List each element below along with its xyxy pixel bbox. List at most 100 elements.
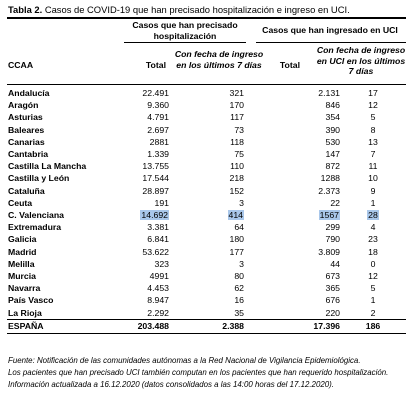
hospitalized-total: 4.453	[147, 283, 169, 294]
uci-last-7-days: 18	[368, 246, 378, 257]
region-name: La Rioja	[8, 307, 42, 318]
uci-total: 530	[325, 136, 341, 147]
hospitalized-total: 1.339	[147, 149, 169, 160]
hospitalized-last-7-days: 321	[229, 88, 245, 98]
header-recent-hospitalization: Con fecha de ingreso en los últimos 7 dí…	[174, 49, 264, 70]
table-row: Cataluña 28.897 152 2.373 9	[7, 185, 406, 197]
hospitalized-total: 17.544	[142, 173, 169, 184]
uci-total: 676	[325, 295, 341, 306]
region-name: Cataluña	[8, 185, 45, 196]
region-name: Murcia	[8, 271, 37, 282]
hospitalized-total: 2.697	[147, 124, 169, 135]
uci-last-7-days: 1	[370, 295, 376, 306]
hospitalized-last-7-days: 16	[234, 295, 244, 306]
hospitalized-last-7-days: 414	[169, 209, 244, 221]
hospitalized-last-7-days: 35	[234, 307, 244, 318]
region-name: Melilla	[8, 258, 35, 269]
uci-total: 1567	[244, 209, 340, 221]
uci-last-7-days: 9	[370, 185, 376, 196]
uci-total: 390	[325, 124, 341, 135]
header-total-uci: Total	[279, 60, 300, 70]
footnote-update: Información actualizada a 16.12.2020 (da…	[8, 380, 334, 389]
uci-last-7-days: 5	[370, 112, 376, 123]
hospitalized-total: 4991	[149, 271, 169, 282]
region-name: Baleares	[8, 124, 45, 135]
uci-total: 44	[330, 258, 340, 269]
uci-last-7-days: 7	[370, 149, 376, 160]
uci-total: 872	[325, 161, 341, 172]
uci-last-7-days: 4	[370, 222, 376, 233]
table-row: Canarias 2881 118 530 13	[7, 136, 406, 148]
hospitalized-total: 6.841	[147, 234, 169, 245]
uci-last-7-days: 10	[368, 173, 378, 184]
header-recent-uci: Con fecha de ingreso en UCI en los últim…	[316, 45, 406, 76]
region-name: Aragón	[8, 100, 39, 111]
hospitalized-total: 9.360	[147, 100, 169, 111]
hospitalized-last-7-days: 2.388	[169, 318, 244, 334]
region-name: Canarias	[8, 136, 45, 147]
table-row: La Rioja 2.292 35 220 2	[7, 307, 406, 320]
hospitalized-last-7-days: 170	[229, 100, 245, 111]
covid-table: Andalucía 22.491 321 2.131 17 Aragón 9.360 170 8…	[7, 87, 406, 334]
uci-last-7-days: 17	[368, 88, 378, 98]
table-row: Castilla La Mancha 13.755 110 872 11	[7, 160, 406, 172]
group-underline-hospitalization	[124, 42, 246, 43]
hospitalized-total: 53.622	[142, 246, 169, 257]
uci-last-7-days: 0	[370, 258, 376, 269]
hospitalized-last-7-days: 64	[234, 222, 244, 233]
table-caption: Tabla 2. Casos de COVID-19 que han preci…	[8, 4, 350, 15]
uci-total: 790	[325, 234, 341, 245]
hospitalized-last-7-days: 3	[239, 258, 244, 269]
region-name: Castilla La Mancha	[8, 161, 87, 172]
table-row: Cantabria 1.339 75 147 7	[7, 148, 406, 160]
caption-text: Casos de COVID-19 que han precisado hosp…	[42, 4, 350, 15]
hospitalized-total: 4.791	[147, 112, 169, 123]
uci-total: 220	[325, 307, 341, 318]
region-name: Castilla y León	[8, 173, 70, 184]
region-name: Madrid	[8, 246, 37, 257]
uci-last-7-days: 23	[368, 234, 378, 245]
table-row: Asturias 4.791 117 354 5	[7, 111, 406, 123]
region-name: Asturias	[8, 112, 43, 123]
group-underline-uci	[256, 42, 406, 43]
table-total-row: ESPAÑA 203.488 2.388 17.396 186	[7, 318, 406, 334]
uci-last-7-days: 2	[370, 307, 376, 318]
region-name: Andalucía	[8, 88, 50, 98]
hospitalized-total: 191	[154, 197, 170, 208]
uci-total: 2.373	[318, 185, 340, 196]
region-name: ESPAÑA	[7, 318, 115, 334]
uci-total: 17.396	[244, 318, 340, 334]
hospitalized-last-7-days: 3	[239, 197, 244, 208]
hospitalized-total: 203.488	[115, 318, 169, 334]
uci-last-7-days: 12	[368, 100, 378, 111]
uci-total: 673	[325, 271, 341, 282]
uci-last-7-days: 12	[368, 271, 378, 282]
table-row: Extremadura 3.381 64 299 4	[7, 221, 406, 233]
hospitalized-total: 13.755	[142, 161, 169, 172]
hospitalized-total: 28.897	[142, 185, 169, 196]
table-row: Castilla y León 17.544 218 1288 10	[7, 172, 406, 184]
header-ccaa: CCAA	[8, 60, 34, 70]
uci-last-7-days: 5	[370, 283, 376, 294]
table-row: Madrid 53.622 177 3.809 18	[7, 246, 406, 258]
hospitalized-total: 2.292	[147, 307, 169, 318]
uci-total: 299	[325, 222, 341, 233]
table-row: Galicia 6.841 180 790 23	[7, 233, 406, 245]
caption-label: Tabla 2.	[8, 4, 43, 15]
hospitalized-last-7-days: 180	[229, 234, 245, 245]
uci-last-7-days: 1	[370, 197, 376, 208]
region-name: Navarra	[8, 283, 41, 294]
region-name: Extremadura	[8, 222, 62, 233]
highlighted-value: 1567	[318, 210, 340, 221]
hospitalized-total: 14.692	[115, 209, 169, 221]
hospitalized-last-7-days: 80	[234, 271, 244, 282]
top-rule	[7, 17, 406, 19]
table-row: Andalucía 22.491 321 2.131 17	[7, 87, 406, 99]
uci-total: 846	[325, 100, 341, 111]
table-row: Ceuta 191 3 22 1	[7, 197, 406, 209]
footnote-source: Fuente: Notificación de las comunidades …	[8, 356, 361, 365]
uci-last-7-days: 28	[340, 209, 406, 221]
uci-total: 3.809	[318, 246, 340, 257]
uci-total: 147	[325, 149, 341, 160]
uci-total: 22	[330, 197, 340, 208]
